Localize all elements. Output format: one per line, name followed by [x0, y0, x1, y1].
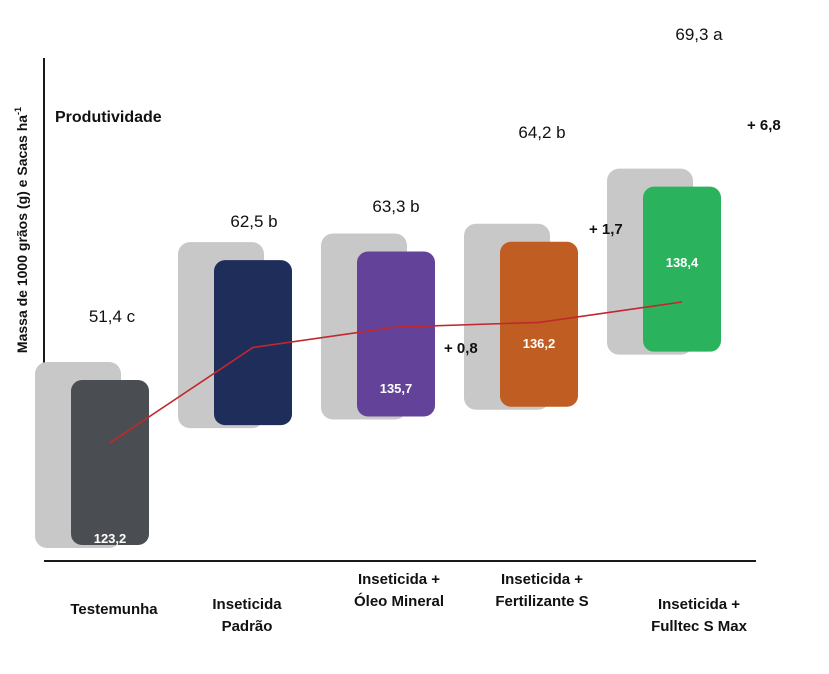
mass-bar-5	[643, 186, 721, 352]
category-label-3-line-2: Óleo Mineral	[354, 592, 444, 610]
category-label-4-line-1: Inseticida +	[501, 571, 583, 588]
productivity-value-label-3: 63,3 b	[372, 197, 419, 216]
productivity-value-label-4: 64,2 b	[518, 123, 565, 142]
mass-bar-4	[500, 241, 578, 407]
category-label-3-line-1: Inseticida +	[358, 571, 440, 588]
mass-value-label-5: 138,4	[666, 255, 699, 270]
difference-label-2: + 1,7	[589, 221, 623, 238]
category-label-2: Inseticida Padrão	[212, 596, 282, 635]
difference-label-3: + 6,8	[747, 117, 781, 134]
category-label-5-line-1: Inseticida +	[658, 596, 740, 613]
legend-text: Produtividade	[55, 109, 162, 126]
mass-trend-line	[109, 301, 683, 444]
category-label-4: Inseticida + Fertilizante S	[495, 571, 588, 610]
category-label-5: Inseticida + Fulltec S Max	[651, 596, 748, 635]
y-axis-label-main: Massa de 1000 grãos (g) e Sacas ha	[14, 115, 30, 353]
category-label-1: Testemunha	[70, 601, 158, 618]
productivity-value-label-1: 51,4 c	[89, 307, 136, 326]
mass-bar-3	[357, 251, 435, 417]
mass-value-label-4: 136,2	[523, 336, 556, 351]
mass-bar-1	[71, 380, 149, 545]
mass-bar-2	[214, 260, 292, 426]
productivity-value-label-5: 69,3 a	[675, 25, 723, 44]
category-label-5-line-2: Fulltec S Max	[651, 618, 748, 635]
difference-label-1: + 0,8	[444, 340, 478, 357]
mass-value-label-1: 123,2	[94, 531, 127, 546]
category-label-4-line-2: Fertilizante S	[495, 593, 588, 610]
y-axis-label: Massa de 1000 grãos (g) e Sacas ha-1	[13, 107, 30, 353]
category-label-2-line-2: Padrão	[222, 618, 273, 635]
mass-value-label-2: 133,5	[237, 450, 270, 465]
mass-value-label-3: 135,7	[380, 381, 413, 396]
category-label-2-line-1: Inseticida	[212, 596, 282, 613]
y-axis-label-superscript: -1	[13, 107, 23, 115]
category-label-1-line-1: Testemunha	[70, 601, 158, 618]
category-label-3: Inseticida + Óleo Mineral	[354, 571, 444, 610]
productivity-value-label-2: 62,5 b	[230, 212, 277, 231]
